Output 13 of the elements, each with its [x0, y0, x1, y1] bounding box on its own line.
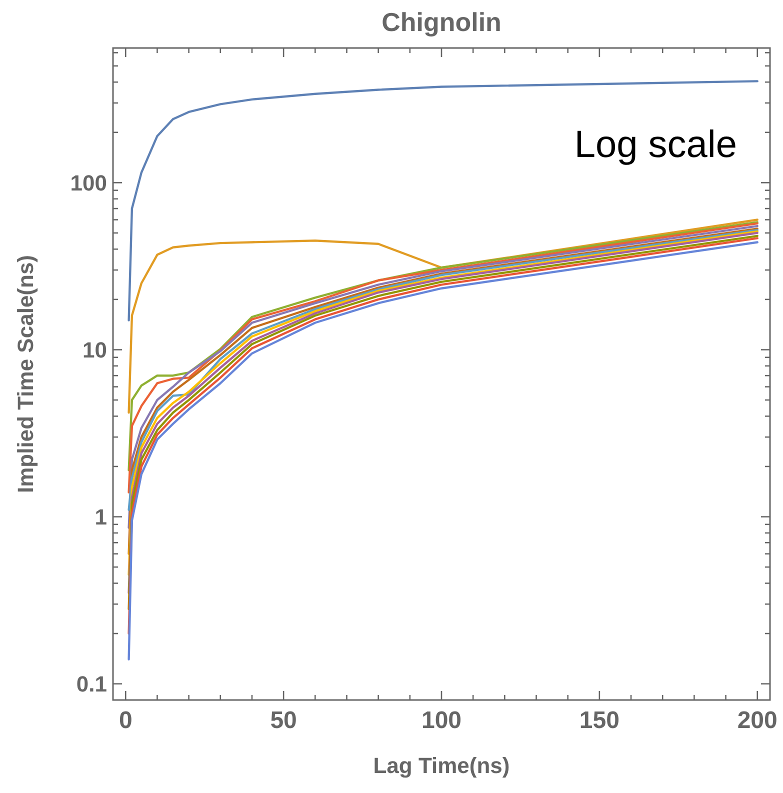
x-tick-label: 0: [118, 707, 132, 734]
y-tick-label: 1: [94, 504, 107, 530]
x-tick-label: 200: [737, 707, 778, 734]
x-tick-label: 50: [270, 707, 297, 734]
y-tick-label: 0.1: [76, 672, 107, 697]
chart-title: Chignolin: [382, 7, 502, 37]
x-tick-label: 150: [579, 707, 620, 734]
annotation: Log scale: [574, 124, 737, 166]
x-tick-label: 100: [421, 707, 462, 734]
y-tick-label: 10: [82, 337, 107, 362]
y-tick-label: 100: [70, 170, 107, 196]
x-axis-title: Lag Time(ns): [373, 753, 510, 778]
y-axis-title: Implied Time Scale(ns): [13, 254, 38, 494]
